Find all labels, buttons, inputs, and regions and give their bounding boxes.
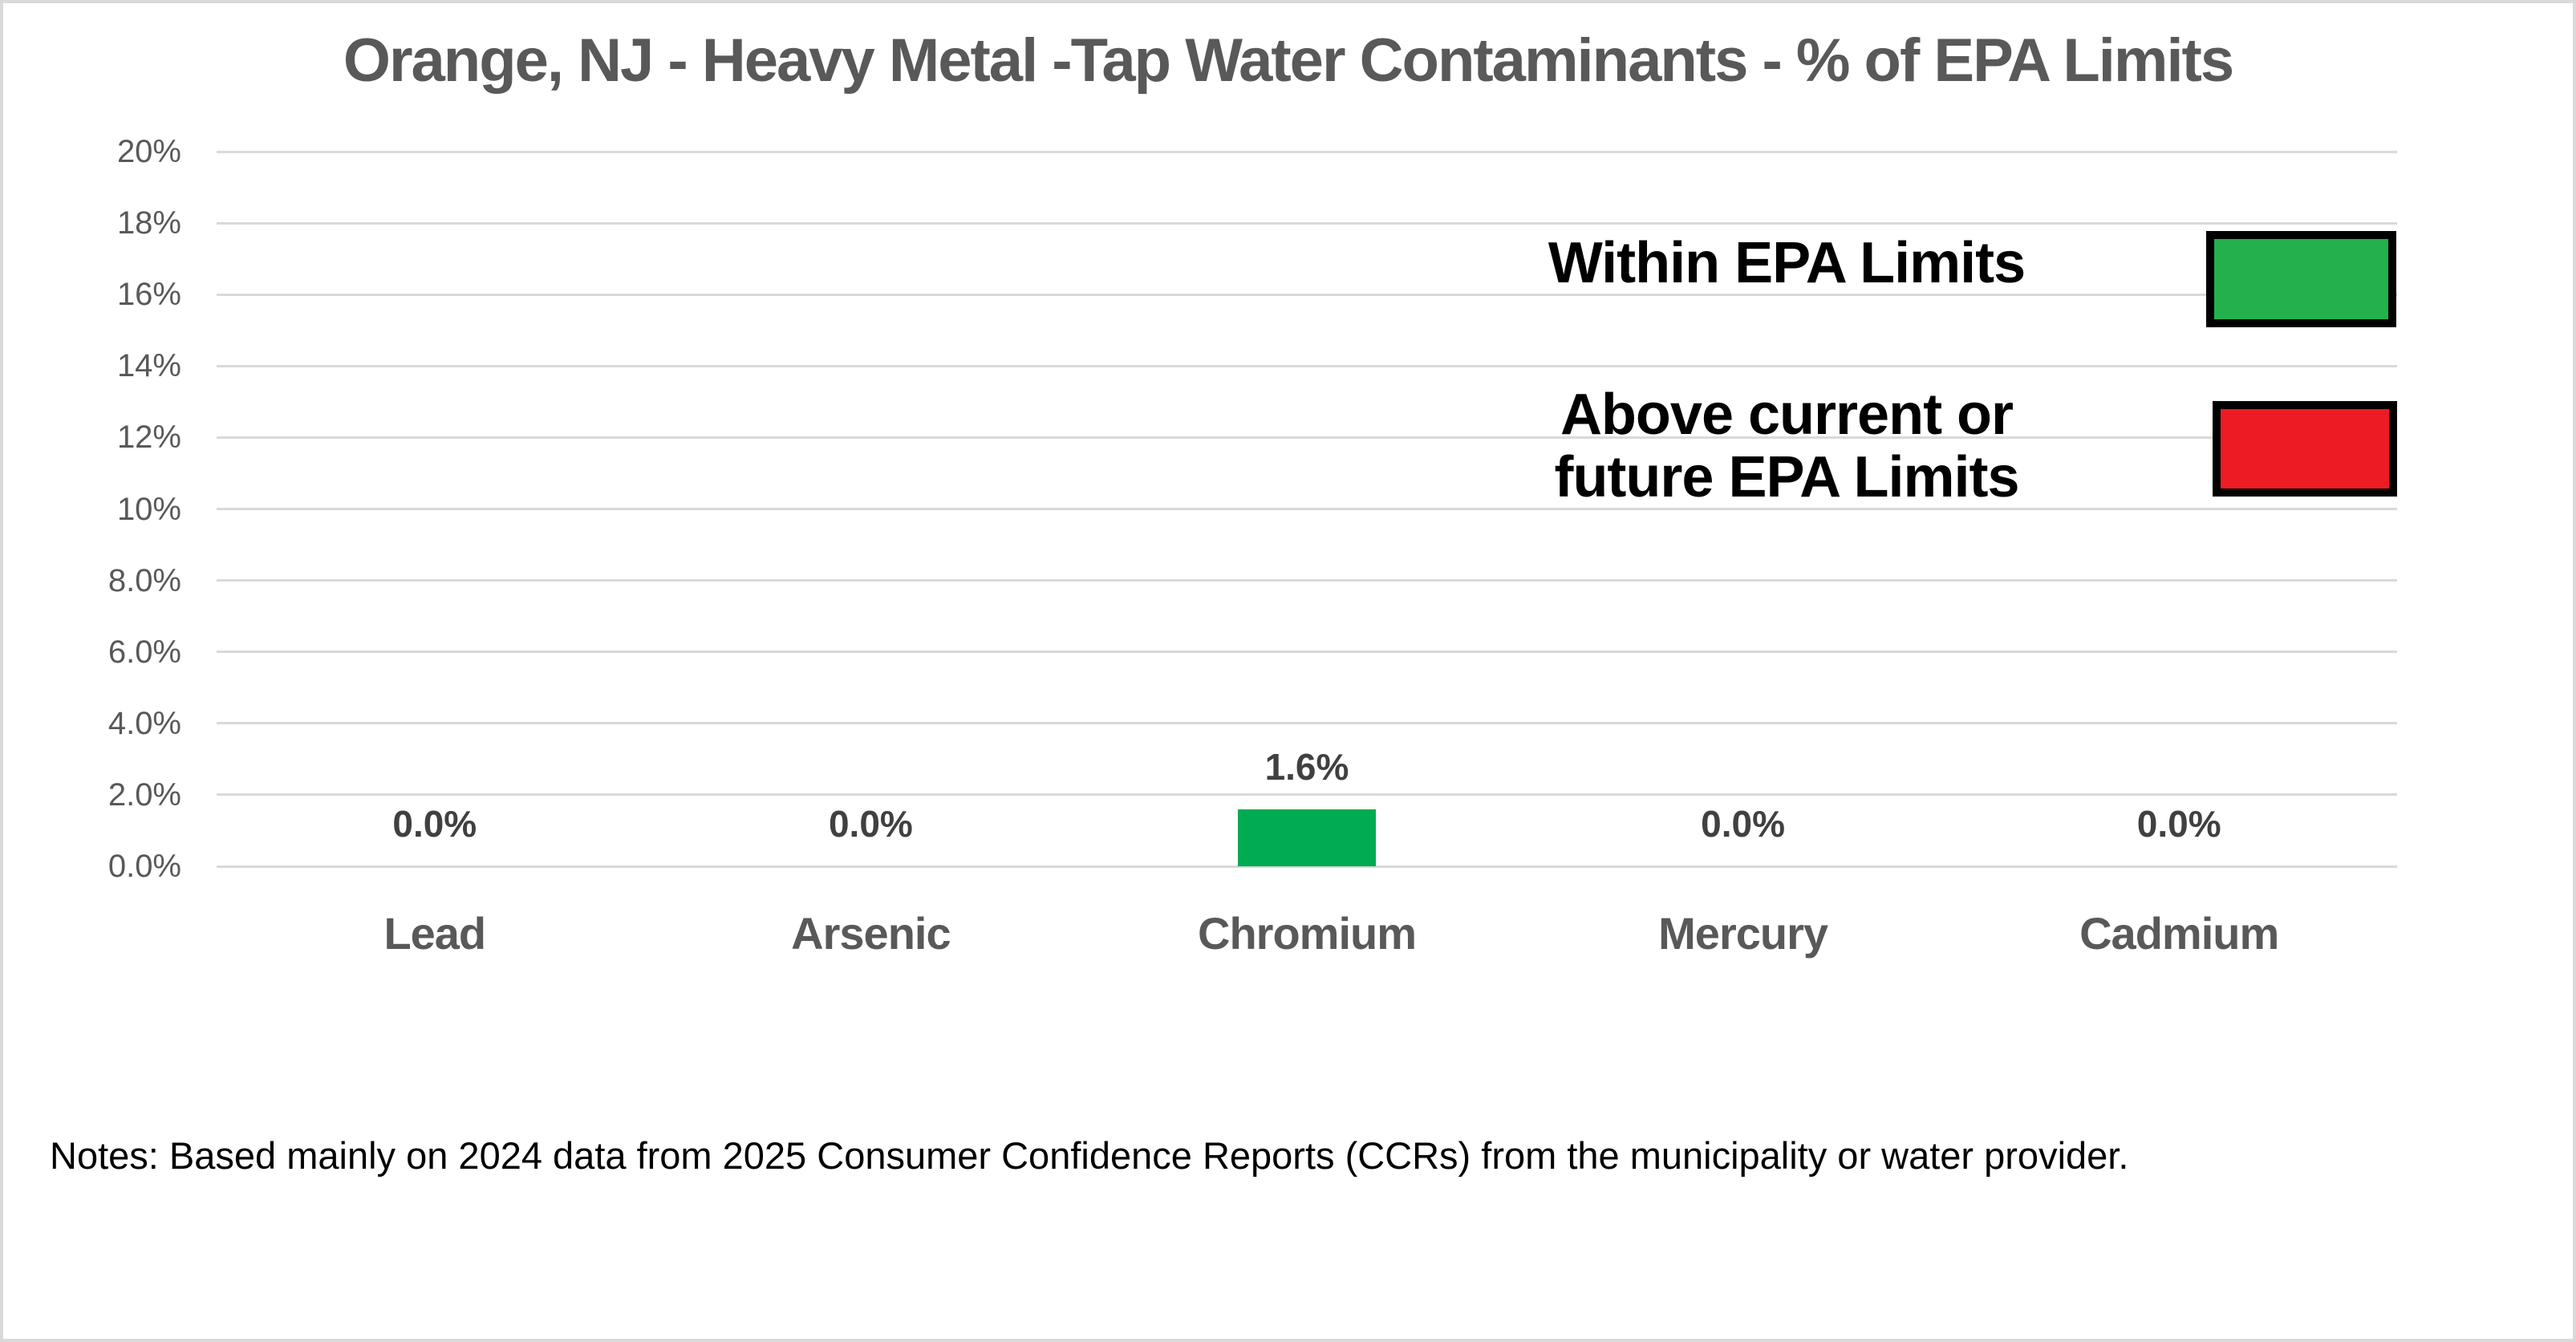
bar-value-label: 0.0% (2136, 803, 2221, 845)
y-axis-tick-label: 8.0% (108, 562, 181, 598)
bar-value-label: 1.6% (1264, 746, 1349, 788)
y-axis-tick-label: 0.0% (108, 849, 181, 884)
y-axis-tick-label: 12% (116, 420, 181, 456)
x-axis-category-label: Lead (383, 908, 486, 959)
gridline (217, 865, 2397, 868)
bar-value-label: 0.0% (828, 803, 913, 845)
y-axis-tick-label: 18% (116, 205, 181, 241)
y-axis-tick-label: 16% (116, 277, 181, 313)
legend-swatch-within (2206, 231, 2396, 327)
bar-value-label: 0.0% (392, 803, 477, 845)
x-axis-category-label: Cadmium (2079, 908, 2279, 959)
y-axis-tick-label: 20% (116, 134, 181, 169)
gridline (217, 793, 2397, 797)
gridline (217, 651, 2397, 654)
gridline (217, 579, 2397, 582)
chart-title: Orange, NJ - Heavy Metal -Tap Water Cont… (343, 26, 2234, 95)
y-axis-tick-label: 6.0% (108, 634, 181, 670)
gridline (217, 221, 2397, 225)
bar-value-label: 0.0% (1701, 803, 1786, 845)
bar-chromium (1238, 809, 1376, 866)
legend-label-within: Within EPA Limits (1548, 231, 2026, 295)
chart-notes: Notes: Based mainly on 2024 data from 20… (50, 1134, 2129, 1177)
gridline (217, 293, 2397, 296)
x-axis-category-label: Arsenic (791, 908, 951, 959)
y-axis-tick-label: 4.0% (108, 705, 181, 741)
gridline (217, 508, 2397, 510)
gridline (217, 364, 2397, 367)
x-axis-category-label: Mercury (1658, 908, 1828, 959)
gridline (217, 150, 2397, 153)
y-axis-tick-label: 10% (116, 491, 181, 527)
legend-label-above: Above current or future EPA Limits (1554, 383, 2019, 509)
gridline (217, 722, 2397, 725)
y-axis-tick-label: 14% (116, 348, 181, 384)
gridline (217, 436, 2397, 439)
x-axis-category-label: Chromium (1198, 908, 1417, 959)
legend-swatch-above (2213, 401, 2397, 497)
y-axis-tick-label: 2.0% (108, 776, 181, 813)
